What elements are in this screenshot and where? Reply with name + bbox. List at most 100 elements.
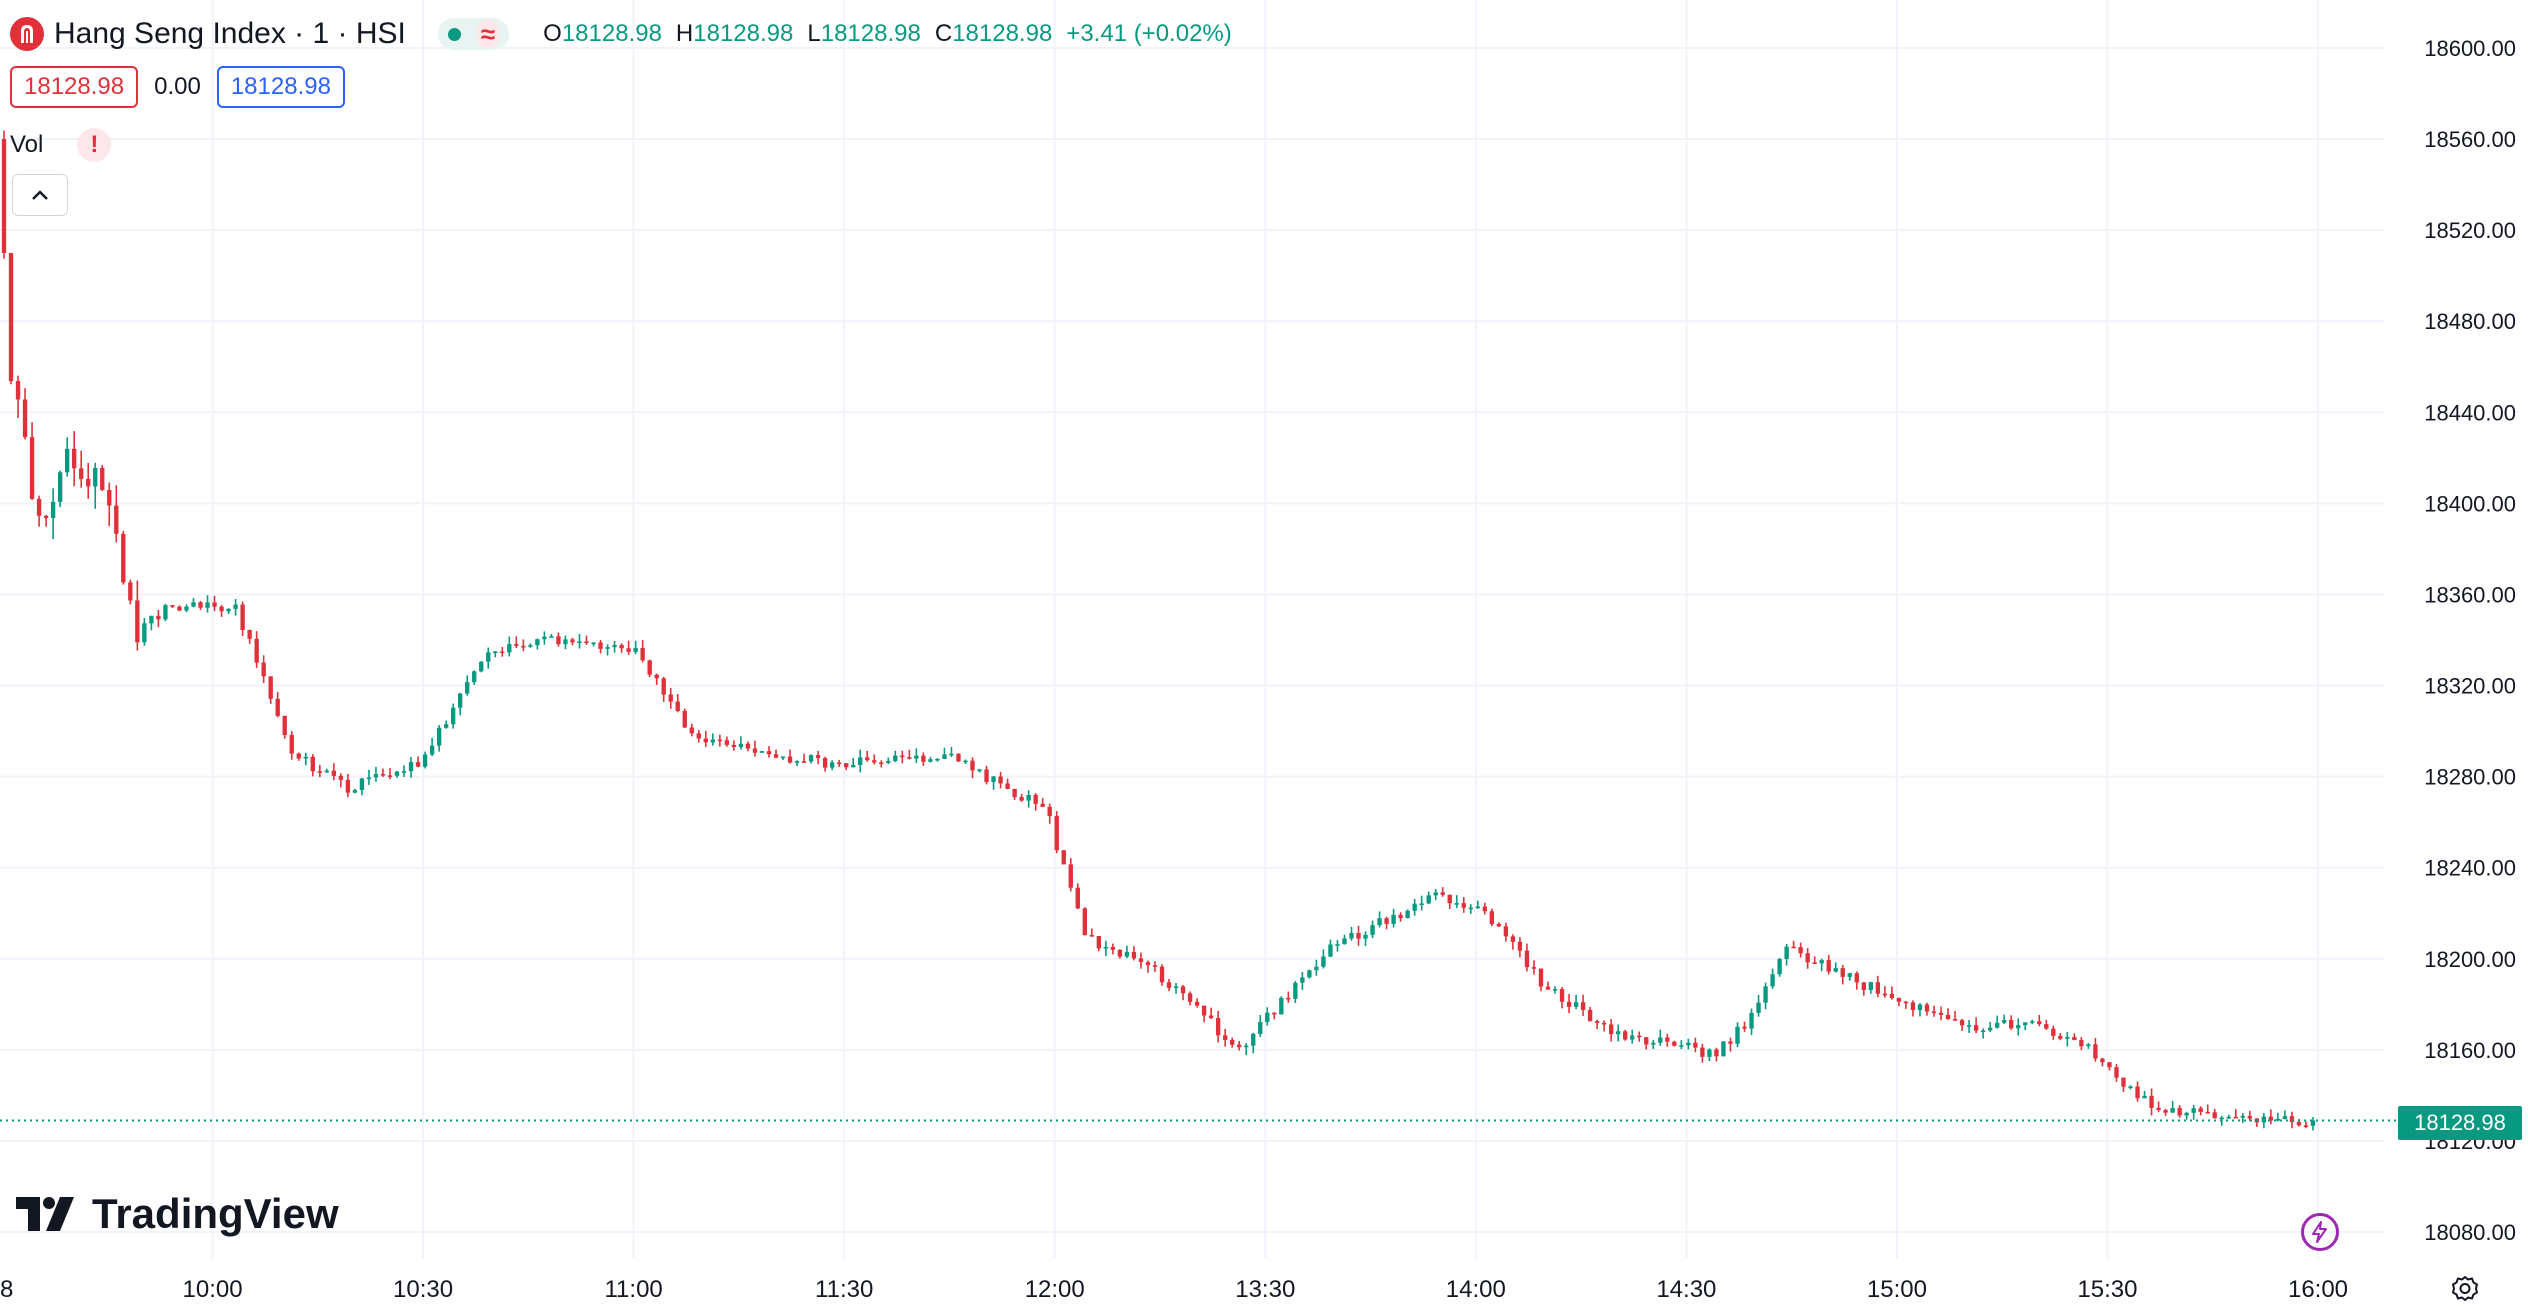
candle (1763, 982, 1768, 1010)
candle (612, 640, 617, 653)
candle-body (928, 759, 933, 762)
candle (1623, 1029, 1628, 1041)
candle-body (1854, 973, 1859, 983)
candle-body (1552, 989, 1558, 991)
candle (2212, 1108, 2217, 1119)
candle-body (338, 775, 344, 780)
candle-body (1187, 993, 1193, 1002)
candle-body (401, 771, 407, 773)
candle-body (900, 755, 905, 758)
settings-gear-icon[interactable] (2447, 1271, 2483, 1307)
candle-body (2128, 1086, 2133, 1089)
candle (1187, 991, 1193, 1006)
candle (1847, 972, 1852, 981)
candle (1005, 778, 1010, 790)
price-tick-label: 18200.00 (2424, 947, 2516, 972)
candle (2184, 1111, 2189, 1120)
candle (1082, 907, 1087, 936)
candle (787, 749, 793, 764)
candle-body (2058, 1035, 2063, 1039)
collapse-legend-button[interactable] (12, 174, 68, 216)
candle-body (2002, 1020, 2007, 1023)
candle (1987, 1021, 1993, 1032)
lightning-icon[interactable] (2301, 1213, 2339, 1251)
time-tick-label: 13:30 (1235, 1276, 1295, 1303)
warning-icon[interactable]: ! (77, 128, 112, 162)
candle-body (1335, 944, 1340, 946)
price-tick-label: 18080.00 (2424, 1220, 2516, 1245)
candle-body (738, 743, 744, 748)
candle (170, 605, 175, 609)
candle-body (2163, 1109, 2168, 1113)
candle-body (2086, 1044, 2091, 1047)
candle (1742, 1021, 1747, 1032)
candle-body (1033, 794, 1038, 804)
candle (1700, 1043, 1705, 1063)
symbol-title[interactable]: Hang Seng Index · 1 · HSI (54, 17, 406, 50)
candle (443, 720, 449, 729)
candle (394, 770, 400, 778)
candle (1728, 1037, 1733, 1052)
candle-body (556, 636, 561, 645)
candle-body (612, 645, 617, 648)
candle-body (2107, 1062, 2112, 1068)
candle-body (1882, 993, 1888, 996)
candle-body (1159, 966, 1165, 983)
candle (198, 600, 203, 611)
candle (1994, 1015, 2000, 1029)
price-tick-label: 18520.00 (2424, 218, 2516, 243)
candle-body (815, 755, 821, 759)
candle (240, 601, 245, 636)
candle-body (1440, 892, 1445, 895)
candle-body (731, 744, 737, 748)
candle (514, 636, 519, 649)
candle (1594, 1019, 1600, 1030)
volume-label[interactable]: Vol (10, 131, 44, 158)
candle-body (170, 605, 175, 607)
candle (1721, 1041, 1726, 1057)
candle-body (479, 661, 484, 672)
sell-button[interactable]: 18128.98 (10, 66, 139, 108)
candle (1215, 1010, 1221, 1043)
candle-body (1068, 864, 1073, 888)
candle (682, 708, 687, 729)
candle (549, 633, 554, 638)
candle-body (1075, 887, 1080, 909)
candle (114, 485, 119, 543)
candle-body (1138, 958, 1144, 963)
time-axis[interactable]: 8 10:00 10:30 11:00 11:30 12:00 13:30 14:00 14:3… (0, 1276, 2348, 1303)
candle (1587, 1007, 1593, 1022)
candle-body (1714, 1049, 1719, 1057)
candle (415, 756, 421, 768)
candle-body (1616, 1031, 1621, 1035)
candle-body (86, 478, 91, 487)
price-axis[interactable]: 18600.00 18560.00 18520.00 18480.00 18440.00… (2424, 36, 2516, 1245)
candle-body (514, 644, 519, 646)
candle (1286, 991, 1291, 1003)
candle-body (1258, 1022, 1263, 1034)
candle (163, 603, 168, 622)
candle (1686, 1038, 1691, 1050)
tradingview-logo[interactable]: TradingView (16, 1190, 339, 1238)
candle (949, 746, 954, 757)
candle (1714, 1047, 1719, 1062)
market-status-pill[interactable]: ≈ (437, 18, 510, 50)
candle (2023, 1022, 2028, 1031)
candle-body (1244, 1045, 1249, 1048)
candle-body (1545, 986, 1551, 990)
open-value: 18128.98 (561, 20, 662, 47)
candle (1707, 1048, 1712, 1061)
candle (2170, 1100, 2175, 1113)
candle (1251, 1032, 1256, 1054)
candle (2163, 1108, 2168, 1116)
candle-body (226, 608, 231, 612)
buy-button[interactable]: 18128.98 (216, 66, 345, 108)
candle-body (1384, 918, 1389, 924)
time-tick-label: 11:30 (815, 1276, 873, 1303)
time-tick-label: 8 (0, 1276, 13, 1303)
candle (149, 615, 154, 631)
candle-body (822, 758, 828, 768)
candle-body (2177, 1108, 2182, 1116)
candle-body (2310, 1120, 2316, 1126)
